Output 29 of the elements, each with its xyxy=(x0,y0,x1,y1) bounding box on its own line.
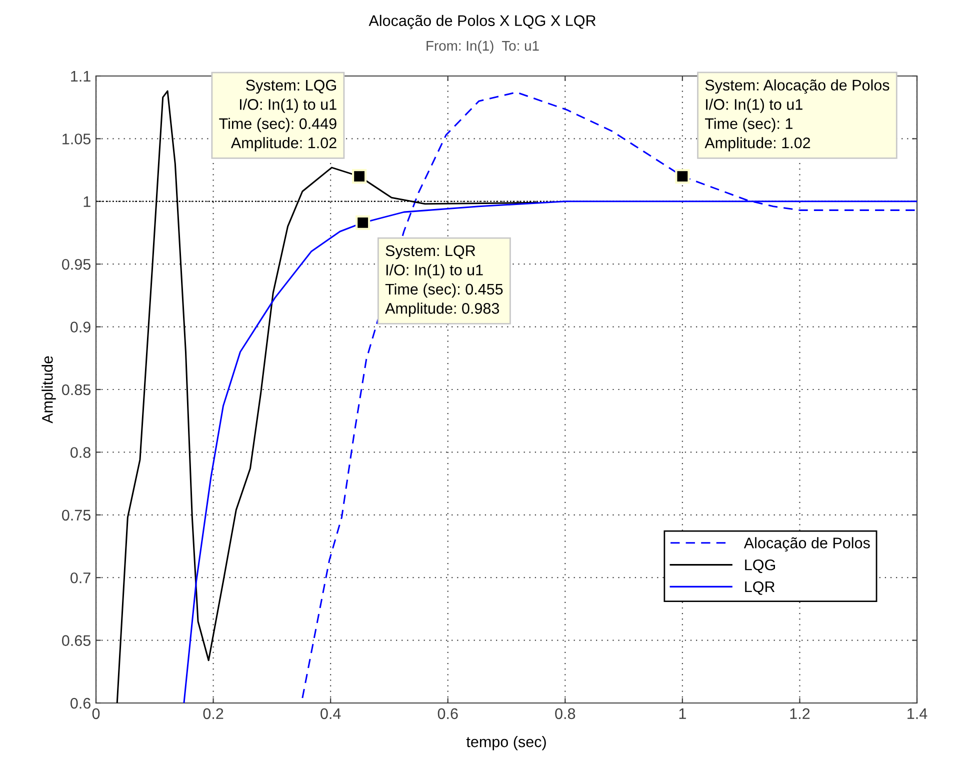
x-tick-label: 1 xyxy=(679,708,686,719)
x-tick-label: 0.6 xyxy=(438,708,458,720)
y-tick-label: 0.75 xyxy=(62,510,90,521)
legend-label: LQG xyxy=(745,559,775,574)
annotation: System: LQR I/O: In(1) to u1 Time (sec): 0.455 Amplitude: 0.983 xyxy=(385,245,503,317)
y-tick-label: 0.6 xyxy=(70,698,90,709)
y-tick-label: 1 xyxy=(84,196,90,207)
y-tick-label: 1.05 xyxy=(62,134,90,144)
y-tick-label: 0.9 xyxy=(70,322,90,332)
annotation: System: LQG I/O: In(1) to u1 Time (sec): 0.449 Amplitude: 1.02 xyxy=(219,80,336,152)
x-tick-label: 1.4 xyxy=(908,708,928,719)
legend-label: LQR xyxy=(745,581,775,595)
x-tick-label: 0.2 xyxy=(203,708,224,720)
chart-subtitle: From: In(1) To: u1 xyxy=(426,40,539,54)
x-tick-label: 0 xyxy=(92,708,100,720)
x-tick-label: 1.2 xyxy=(790,708,810,719)
annotation: System: Alocação de Polos I/O: In(1) to u1 Time (sec): 1 Amplitude: 1.02 xyxy=(704,79,890,152)
x-axis-title: tempo (sec) xyxy=(466,736,546,750)
x-tick-label: 0.4 xyxy=(320,708,341,720)
x-tick-label: 0.8 xyxy=(555,708,576,720)
legend-label: Alocação de Polos xyxy=(744,537,870,552)
y-axis-title: Amplitude xyxy=(42,356,56,424)
y-tick-label: 0.95 xyxy=(62,258,90,270)
y-tick-label: 1.1 xyxy=(71,71,90,82)
y-tick-label: 0.8 xyxy=(70,447,90,458)
y-tick-label: 0.65 xyxy=(62,635,90,646)
y-tick-label: 0.7 xyxy=(70,572,90,584)
chart-title: Alocação de Polos X LQG X LQR xyxy=(368,14,596,30)
y-tick-label: 0.85 xyxy=(62,384,90,396)
